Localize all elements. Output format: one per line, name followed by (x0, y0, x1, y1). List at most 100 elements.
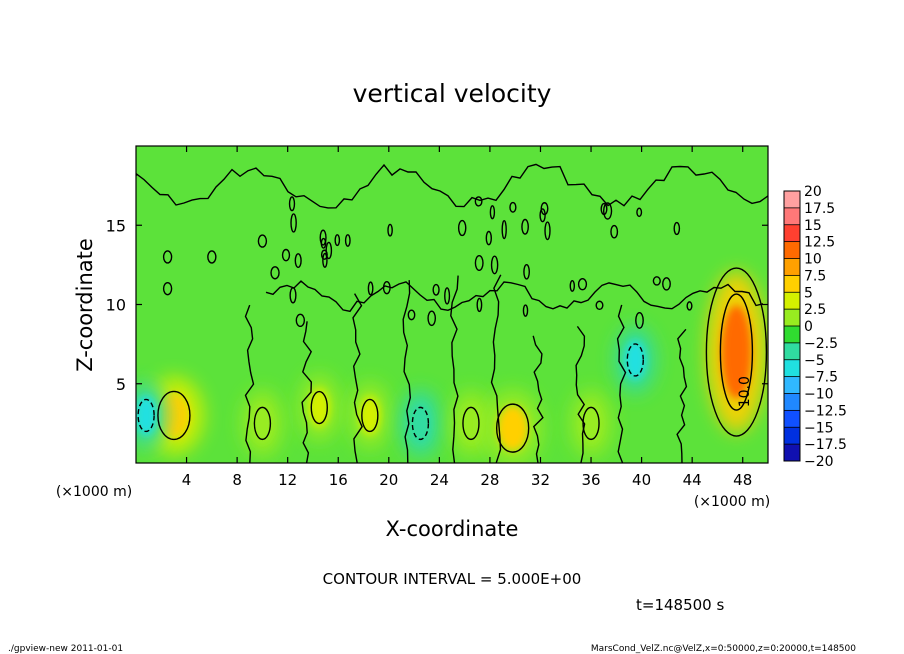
contour-cell-7 (319, 229, 327, 246)
contour-cell-13 (569, 279, 576, 292)
colorbar-label-0: 20 (804, 184, 822, 200)
contour-ring-5 (462, 406, 480, 441)
x-tick-label-3: 16 (329, 471, 348, 489)
contour-ring-7 (582, 406, 600, 441)
contour-cell-6 (474, 196, 483, 207)
x-tick-label-5: 24 (430, 471, 449, 489)
colorbar-label-1: 17.5 (804, 201, 835, 217)
field-core-8 (624, 340, 646, 380)
contour-column-3 (402, 280, 412, 463)
time-text: t=148500 s (636, 596, 724, 614)
contour-ring-8 (626, 343, 644, 377)
x-tick-label-11: 48 (733, 471, 752, 489)
colorbar-bin-14 (784, 427, 800, 445)
x-tick-label-4: 20 (379, 471, 398, 489)
contour-cell-35 (501, 220, 507, 240)
field-core-2 (308, 388, 330, 428)
x-tick-label-7: 32 (531, 471, 550, 489)
contour-mid-band (265, 280, 764, 313)
contour-label-layer: 10.0 (737, 376, 753, 407)
colorbar-label-8: 0 (804, 319, 813, 335)
contour-cell-19 (474, 254, 484, 272)
x-tick-label-6: 28 (480, 471, 499, 489)
x-tick-label-8: 36 (581, 471, 600, 489)
contour-ring-10 (137, 398, 155, 433)
contour-ring-2 (310, 390, 328, 425)
field-layer (136, 271, 767, 463)
contour-column-5 (490, 274, 502, 463)
field-core-0 (158, 392, 189, 438)
colorbar-bin-7 (784, 309, 800, 327)
colorbar-label-10: −5 (804, 353, 825, 369)
contour-cell-24 (367, 281, 374, 296)
contour-cell-14 (334, 234, 341, 247)
colorbar-bin-10 (784, 359, 800, 377)
contour-column-4 (450, 275, 459, 463)
contour-interval-text: CONTOUR INTERVAL = 5.000E+00 (323, 570, 582, 588)
contour-small-5 (295, 313, 306, 328)
colorbar-label-15: −17.5 (804, 437, 847, 453)
contour-cell-30 (673, 221, 681, 236)
colorbar-label-4: 10 (804, 252, 822, 268)
contour-ring-0 (157, 390, 191, 441)
x-axis-ticks: 4 8 12 16 20 24 28 32 36 40 44 48 (182, 146, 752, 489)
colorbar-bin-4 (784, 258, 800, 276)
field-core-10 (136, 395, 157, 435)
contour-cell-15 (490, 255, 499, 275)
contour-ring-9 (719, 293, 754, 411)
contour-column-0 (244, 304, 255, 463)
contour-label-0: 10.0 (737, 376, 753, 407)
contour-cell-34 (320, 249, 328, 260)
contour-ring-4 (411, 406, 430, 441)
contour-upper-band (136, 163, 768, 209)
footer-right: MarsCond_VelZ.nc@VelZ,x=0:50000,z=0:2000… (591, 644, 856, 654)
x-tick-label-10: 44 (683, 471, 702, 489)
contour-column-2 (352, 293, 363, 463)
contour-cell-29 (602, 202, 613, 220)
colorbar-bin-5 (784, 275, 800, 293)
x-tick-label-9: 40 (632, 471, 651, 489)
contour-cell-23 (457, 219, 467, 237)
y-tick-label-0: 5 (116, 375, 126, 394)
contour-cell-9 (635, 311, 644, 329)
field-core-1 (251, 403, 273, 443)
field-core-6 (497, 405, 528, 451)
field-core-3 (359, 395, 381, 435)
contour-cell-27 (294, 253, 302, 269)
contour-cell-32 (444, 287, 451, 305)
contour-cell-16 (320, 237, 327, 249)
colorbar-label-3: 12.5 (804, 235, 835, 251)
footer-left: ./gpview-new 2011-01-01 (8, 644, 123, 654)
colorbar-label-2: 15 (804, 218, 822, 234)
contour-small-1 (162, 250, 173, 264)
contour-ring-6 (495, 403, 530, 453)
colorbar-label-12: −10 (804, 387, 834, 403)
contour-cell-3 (485, 230, 492, 246)
colorbar-bin-12 (784, 393, 800, 411)
contour-cell-45 (652, 276, 661, 286)
contour-cell-5 (489, 205, 496, 220)
contour-cell-2 (509, 201, 517, 213)
contour-cell-21 (610, 224, 619, 239)
contour-cell-44 (577, 277, 588, 291)
contour-small-0 (162, 281, 173, 296)
colorbar-bin-13 (784, 410, 800, 428)
contour-cell-38 (636, 207, 643, 218)
contour-cell-37 (382, 281, 391, 295)
contour-cell-12 (407, 309, 416, 321)
contour-cell-41 (288, 196, 296, 212)
contour-cell-33 (523, 263, 530, 280)
x-axis-label: X-coordinate (386, 517, 519, 541)
contour-cell-1 (427, 310, 437, 327)
z-unit-label: (×1000 m) (56, 484, 132, 500)
contour-cell-36 (544, 221, 551, 241)
contour-cell-26 (281, 248, 291, 262)
contour-small-2 (207, 250, 217, 264)
contour-cell-10 (522, 304, 529, 317)
colorbar-bin-3 (784, 241, 800, 259)
colorbar-bin-6 (784, 292, 800, 310)
colorbar-label-7: 2.5 (804, 302, 826, 318)
x-tick-label-0: 4 (182, 471, 192, 489)
colorbar-bin-1 (784, 207, 800, 226)
